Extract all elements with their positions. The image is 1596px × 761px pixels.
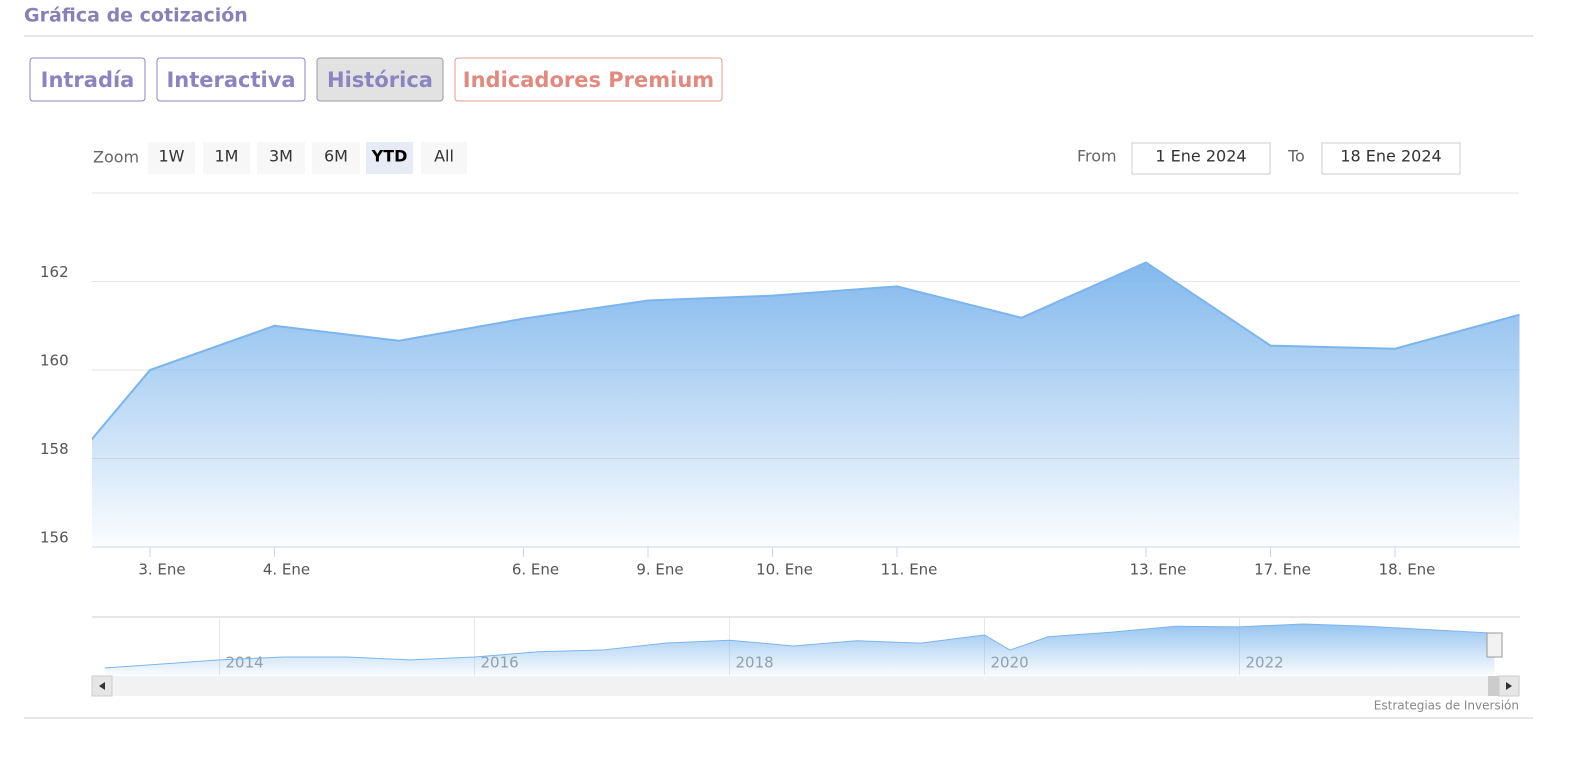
x-tick-label: 9. Ene bbox=[636, 561, 683, 579]
credit[interactable]: Estrategias de Inversión bbox=[1374, 699, 1519, 713]
x-tick-label: 6. Ene bbox=[512, 561, 559, 579]
zoom-label: Zoom bbox=[93, 148, 139, 167]
scrollbar-thumb[interactable] bbox=[1488, 676, 1500, 696]
date-input[interactable] bbox=[1321, 142, 1461, 175]
zoom-button[interactable] bbox=[148, 142, 195, 174]
x-tick-label: 18. Ene bbox=[1379, 561, 1436, 579]
date-input[interactable] bbox=[1131, 142, 1271, 175]
tab-label[interactable]: Intradía bbox=[41, 68, 135, 92]
x-tick-label: 4. Ene bbox=[263, 561, 310, 579]
zoom-button-label[interactable]: 3M bbox=[269, 147, 293, 166]
zoom-button[interactable] bbox=[421, 142, 467, 174]
tab-button[interactable] bbox=[156, 57, 306, 102]
zoom-button-label[interactable]: YTD bbox=[371, 147, 408, 166]
navigator-line bbox=[104, 623, 1495, 669]
y-tick-label: 160 bbox=[40, 352, 69, 370]
x-tick-label: 10. Ene bbox=[756, 561, 813, 579]
navigator-handle[interactable] bbox=[1486, 632, 1503, 658]
zoom-button[interactable] bbox=[366, 142, 413, 174]
x-tick-label: 11. Ene bbox=[881, 561, 938, 579]
area bbox=[92, 262, 1520, 547]
zoom-button-label[interactable]: 1W bbox=[159, 147, 185, 166]
x-tick-label: 13. Ene bbox=[1130, 561, 1187, 579]
tab-label[interactable]: Histórica bbox=[327, 68, 433, 92]
tab-label[interactable]: Interactiva bbox=[166, 68, 295, 92]
zoom-button[interactable] bbox=[203, 142, 250, 174]
scroll-arrow bbox=[1506, 682, 1512, 690]
tab-label[interactable]: Indicadores Premium bbox=[463, 68, 714, 92]
x-tick-label: 3. Ene bbox=[138, 561, 185, 579]
to-label: To bbox=[1287, 147, 1305, 166]
zoom-button[interactable] bbox=[257, 142, 305, 174]
zoom-button-label[interactable]: 6M bbox=[324, 147, 348, 166]
line bbox=[92, 261, 1520, 441]
widget-title: Gráfica de cotización bbox=[24, 5, 248, 27]
from-date[interactable]: 1 Ene 2024 bbox=[1155, 147, 1246, 166]
y-tick-label: 158 bbox=[40, 440, 69, 458]
navigator-area bbox=[104, 623, 1495, 675]
zoom-button-label[interactable]: 1M bbox=[215, 147, 239, 166]
scroll-arrow bbox=[99, 682, 105, 690]
to-date[interactable]: 18 Ene 2024 bbox=[1340, 147, 1441, 166]
from-label: From bbox=[1077, 147, 1117, 166]
scrollbar-track[interactable] bbox=[92, 676, 1520, 696]
tab-button[interactable] bbox=[316, 57, 444, 102]
zoom-button-label[interactable]: All bbox=[434, 147, 454, 166]
tab-button[interactable] bbox=[454, 57, 723, 102]
y-tick-label: 162 bbox=[40, 263, 69, 281]
y-tick-label: 156 bbox=[40, 529, 69, 547]
x-tick-label: 17. Ene bbox=[1254, 561, 1311, 579]
zoom-button[interactable] bbox=[312, 142, 360, 174]
tab-button[interactable] bbox=[29, 57, 146, 102]
